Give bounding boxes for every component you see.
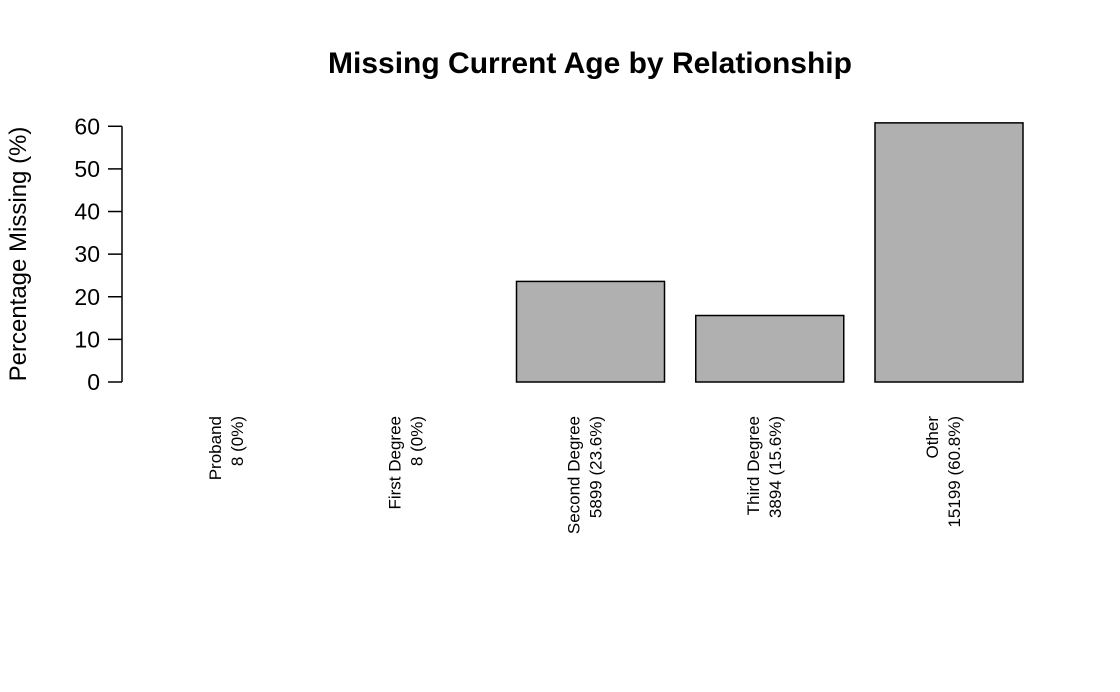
- category-name: Other: [923, 416, 942, 459]
- category-name: Proband: [206, 416, 225, 480]
- bar: [517, 281, 665, 382]
- bar: [875, 123, 1023, 382]
- y-tick-label: 10: [74, 326, 100, 352]
- category-count: 15199 (60.8%): [945, 416, 964, 528]
- category-count: 3894 (15.6%): [766, 416, 785, 518]
- category-count: 8 (0%): [228, 416, 247, 466]
- y-tick-label: 20: [74, 284, 100, 310]
- y-tick-label: 60: [74, 113, 100, 139]
- y-tick-label: 50: [74, 156, 100, 182]
- category-name: First Degree: [385, 416, 404, 510]
- category-name: Second Degree: [565, 416, 584, 534]
- category-count: 5899 (23.6%): [587, 416, 606, 518]
- chart-title: Missing Current Age by Relationship: [328, 47, 852, 80]
- y-axis-label: Percentage Missing (%): [5, 127, 32, 382]
- category-name: Third Degree: [744, 416, 763, 515]
- y-tick-label: 0: [87, 369, 100, 395]
- y-tick-label: 30: [74, 241, 100, 267]
- y-tick-label: 40: [74, 199, 100, 225]
- category-count: 8 (0%): [407, 416, 426, 466]
- bar: [696, 316, 844, 382]
